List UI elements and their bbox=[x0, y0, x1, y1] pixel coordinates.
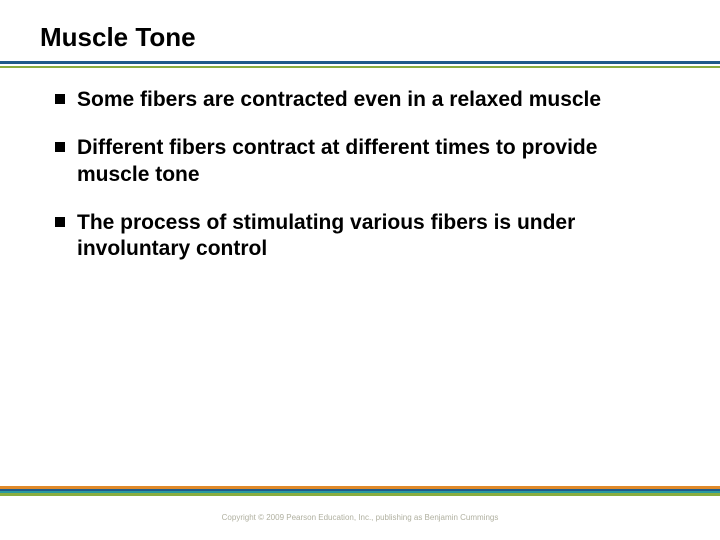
footer-bar-green bbox=[0, 493, 720, 496]
slide-title: Muscle Tone bbox=[40, 22, 720, 59]
underline-blue bbox=[0, 61, 720, 64]
square-bullet-icon bbox=[55, 142, 65, 152]
bullet-text: Some fibers are contracted even in a rel… bbox=[77, 87, 601, 113]
square-bullet-icon bbox=[55, 94, 65, 104]
title-underline bbox=[0, 61, 720, 69]
square-bullet-icon bbox=[55, 217, 65, 227]
bullet-text: The process of stimulating various fiber… bbox=[77, 210, 670, 263]
bullet-item: Different fibers contract at different t… bbox=[55, 135, 670, 188]
bullet-item: The process of stimulating various fiber… bbox=[55, 210, 670, 263]
footer-bars bbox=[0, 486, 720, 498]
underline-green bbox=[0, 66, 720, 68]
content-area: Some fibers are contracted even in a rel… bbox=[0, 69, 720, 262]
copyright-text: Copyright © 2009 Pearson Education, Inc.… bbox=[0, 513, 720, 522]
title-area: Muscle Tone bbox=[0, 0, 720, 59]
slide: Muscle Tone Some fibers are contracted e… bbox=[0, 0, 720, 540]
bullet-text: Different fibers contract at different t… bbox=[77, 135, 670, 188]
bullet-item: Some fibers are contracted even in a rel… bbox=[55, 87, 670, 113]
